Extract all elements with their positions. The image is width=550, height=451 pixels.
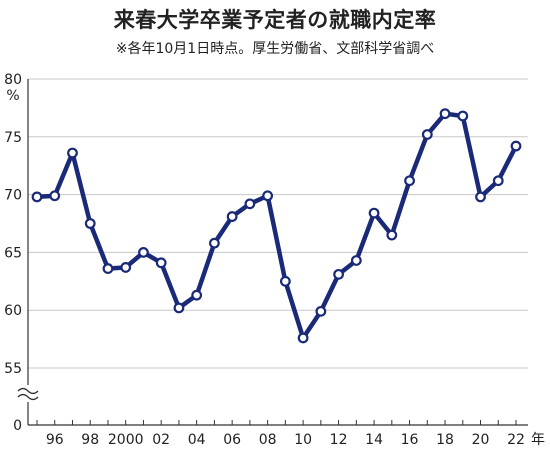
data-point: [492, 175, 504, 187]
x-tick-label: 14: [365, 432, 383, 448]
data-point: [350, 255, 362, 266]
chart-title: 来春大学卒業予定者の就職内定率: [113, 8, 437, 32]
data-point: [209, 237, 220, 249]
data-point: [297, 332, 309, 344]
y-tick-label: 75: [4, 130, 22, 146]
x-tick-label: 98: [81, 432, 99, 448]
data-point: [244, 198, 256, 210]
x-tick-label: 02: [152, 432, 170, 448]
x-tick-label: 12: [330, 432, 348, 448]
data-point: [439, 108, 451, 120]
x-tick-label: 06: [223, 432, 241, 448]
data-point: [262, 190, 274, 202]
data-point: [475, 191, 486, 203]
chart-subtitle: ※各年10月1日時点。厚生労働省、文部科学省調べ: [115, 41, 435, 57]
x-tick-label: 22: [507, 432, 525, 448]
data-point: [279, 275, 291, 287]
data-point: [386, 229, 398, 241]
data-point: [315, 305, 327, 317]
data-point: [102, 263, 114, 274]
data-point: [120, 262, 132, 273]
y-tick-label: 65: [4, 245, 22, 261]
data-point: [421, 129, 433, 140]
data-point: [333, 268, 344, 280]
data-point: [510, 140, 522, 152]
x-tick-label: 08: [259, 432, 277, 448]
y-tick-label: 60: [4, 303, 22, 319]
y-tick-label: 70: [4, 188, 22, 204]
axis-break-mark: [17, 393, 39, 401]
data-point: [138, 246, 149, 258]
y-axis-label: %: [6, 88, 19, 104]
data-point: [155, 257, 167, 269]
x-tick-label: 16: [401, 432, 419, 448]
x-axis-unit: 年: [531, 432, 545, 448]
data-point: [84, 218, 96, 229]
data-point: [49, 190, 61, 202]
data-point: [173, 302, 185, 314]
data-point: [457, 110, 469, 122]
x-tick-label: 10: [294, 432, 312, 448]
x-tick-label: 96: [46, 432, 64, 448]
y-tick-label: 55: [4, 361, 22, 377]
series-line: [34, 111, 519, 341]
axis-break-mark: [17, 387, 39, 395]
data-point: [67, 147, 78, 159]
data-point: [368, 207, 380, 219]
y-tick-label: 80: [4, 72, 22, 88]
x-tick-label: 04: [188, 432, 206, 448]
data-point: [404, 175, 415, 187]
x-tick-label: 18: [436, 432, 454, 448]
x-tick-label: 2000: [108, 432, 144, 448]
x-tick-label: 20: [472, 432, 490, 448]
data-point: [31, 191, 43, 203]
data-point: [226, 211, 238, 222]
y-tick-label: 0: [13, 418, 22, 434]
data-point: [191, 289, 203, 301]
